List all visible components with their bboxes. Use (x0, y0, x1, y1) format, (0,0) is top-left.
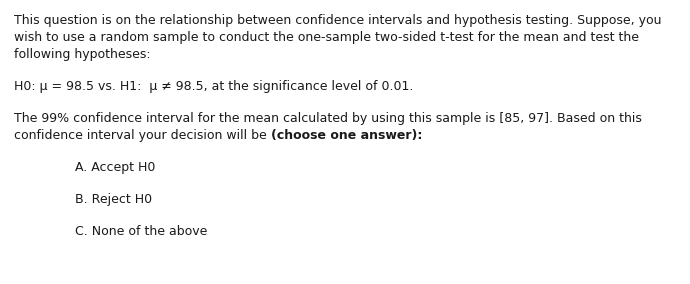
Text: C. None of the above: C. None of the above (75, 225, 208, 238)
Text: confidence interval your decision will be: confidence interval your decision will b… (14, 129, 270, 142)
Text: This question is on the relationship between confidence intervals and hypothesis: This question is on the relationship bet… (14, 14, 662, 27)
Text: B. Reject H0: B. Reject H0 (75, 193, 152, 206)
Text: following hypotheses:: following hypotheses: (14, 48, 150, 61)
Text: H0: μ = 98.5 vs. H1:  μ ≠ 98.5, at the significance level of 0.01.: H0: μ = 98.5 vs. H1: μ ≠ 98.5, at the si… (14, 80, 413, 93)
Text: A. Accept H0: A. Accept H0 (75, 161, 155, 174)
Text: (choose one answer):: (choose one answer): (270, 129, 422, 142)
Text: wish to use a random sample to conduct the one-sample two-sided t-test for the m: wish to use a random sample to conduct t… (14, 31, 639, 44)
Text: The 99% confidence interval for the mean calculated by using this sample is [85,: The 99% confidence interval for the mean… (14, 112, 642, 125)
